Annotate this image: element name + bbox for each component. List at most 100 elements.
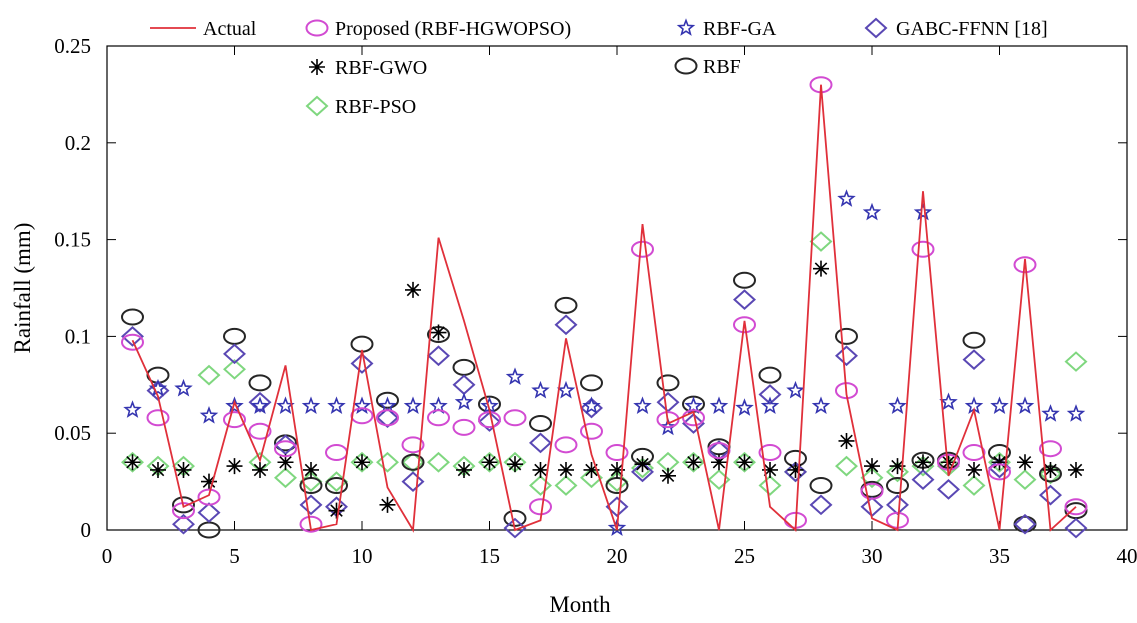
data-point-rbf-gwo [507,456,523,472]
data-point-rbf-gwo [405,282,421,298]
y-tick-label: 0.15 [54,228,91,252]
data-point-rbf-gwo [1017,454,1033,470]
data-point-rbf [224,329,245,344]
data-point-rbf-pso [429,453,449,471]
data-point-rbf-ga [125,402,139,416]
data-point-proposed-rbf-hgwopso [581,424,602,439]
data-point-rbf [454,360,475,375]
data-point-rbf-gwo [558,462,574,478]
data-point-rbf [530,416,551,431]
x-tick-label: 5 [229,544,240,568]
data-point-rbf-ga [176,381,190,395]
data-point-rbf-ga [559,383,573,397]
data-point-rbf-ga [253,399,267,413]
data-point-rbf-gwo [354,454,370,470]
legend-diamond-icon [866,19,886,37]
data-point-rbf-gwo [864,458,880,474]
x-tick-label: 35 [989,544,1010,568]
data-point-rbf-gwo [150,462,166,478]
data-point-rbf-ga [533,383,547,397]
data-point-proposed-rbf-hgwopso [148,410,169,425]
data-point-proposed-rbf-hgwopso [428,410,449,425]
data-point-gabc-ffnn-18 [837,347,857,365]
legend-label: RBF-PSO [335,96,416,118]
data-point-proposed-rbf-hgwopso [913,242,934,257]
data-point-rbf-pso [1015,471,1035,489]
data-point-rbf [122,310,143,325]
y-tick-label: 0.05 [54,421,91,445]
data-point-rbf-gwo [839,433,855,449]
data-point-rbf [734,273,755,288]
data-point-gabc-ffnn-18 [658,393,678,411]
data-point-rbf-ga [941,395,955,409]
data-point-proposed-rbf-hgwopso [352,408,373,423]
data-point-gabc-ffnn-18 [301,496,321,514]
data-point-proposed-rbf-hgwopso [556,437,577,452]
data-point-rbf-gwo [176,462,192,478]
x-tick-label: 15 [479,544,500,568]
x-tick-label: 0 [102,544,113,568]
data-point-proposed-rbf-hgwopso [326,445,347,460]
x-tick-label: 30 [862,544,883,568]
data-point-gabc-ffnn-18 [1066,519,1086,537]
data-point-rbf-gwo [125,454,141,470]
data-point-rbf-pso [1066,353,1086,371]
data-point-rbf-gwo [303,462,319,478]
legend-item-rbf: RBF [676,56,741,78]
data-point-gabc-ffnn-18 [199,504,219,522]
data-point-rbf-ga [304,399,318,413]
data-point-rbf-ga [763,399,777,413]
data-point-rbf-gwo [431,325,447,341]
legend-item-actual: Actual [150,18,257,40]
data-point-rbf-ga [839,191,853,205]
data-point-rbf-pso [811,233,831,251]
data-point-rbf-ga [814,399,828,413]
data-point-rbf-ga [151,381,165,395]
y-axis-title: Rainfall (mm) [10,223,35,354]
data-point-rbf-gwo [380,497,396,513]
data-point-rbf-ga [1069,406,1083,420]
series-actual [133,85,1077,530]
data-point-gabc-ffnn-18 [454,376,474,394]
data-point-gabc-ffnn-18 [556,316,576,334]
data-point-rbf-gwo [456,462,472,478]
data-point-gabc-ffnn-18 [429,347,449,365]
data-point-rbf [250,375,271,390]
data-point-rbf-ga [508,370,522,384]
data-point-rbf-ga [584,399,598,413]
data-point-rbf-ga [916,205,930,219]
legend-diamond-icon [307,97,327,115]
data-point-rbf-pso [378,453,398,471]
data-point-rbf-pso [531,476,551,494]
data-point-rbf-ga [712,399,726,413]
data-point-rbf-ga [406,399,420,413]
series-layer [122,77,1087,537]
data-point-proposed-rbf-hgwopso [505,410,526,425]
data-point-rbf [352,337,373,352]
data-point-gabc-ffnn-18 [582,399,602,417]
data-point-proposed-rbf-hgwopso [632,242,653,257]
data-point-proposed-rbf-hgwopso [1066,499,1087,514]
data-point-rbf-pso [199,366,219,384]
legend-label: RBF-GWO [335,57,427,79]
data-point-rbf-ga [635,399,649,413]
data-point-gabc-ffnn-18 [403,473,423,491]
data-point-rbf-gwo [482,454,498,470]
data-point-rbf [658,375,679,390]
data-point-proposed-rbf-hgwopso [530,499,551,514]
data-point-rbf [403,455,424,470]
data-point-gabc-ffnn-18 [913,471,933,489]
data-point-gabc-ffnn-18 [1041,486,1061,504]
data-point-rbf [581,375,602,390]
data-point-rbf-ga [329,399,343,413]
data-point-rbf-pso [964,476,984,494]
legend-item-rbf-gwo: RBF-GWO [309,57,427,79]
data-point-rbf-gwo [737,454,753,470]
data-point-gabc-ffnn-18 [862,498,882,516]
data-point-rbf-ga [457,395,471,409]
data-point-rbf-gwo [635,456,651,472]
data-point-rbf-gwo [813,261,829,277]
